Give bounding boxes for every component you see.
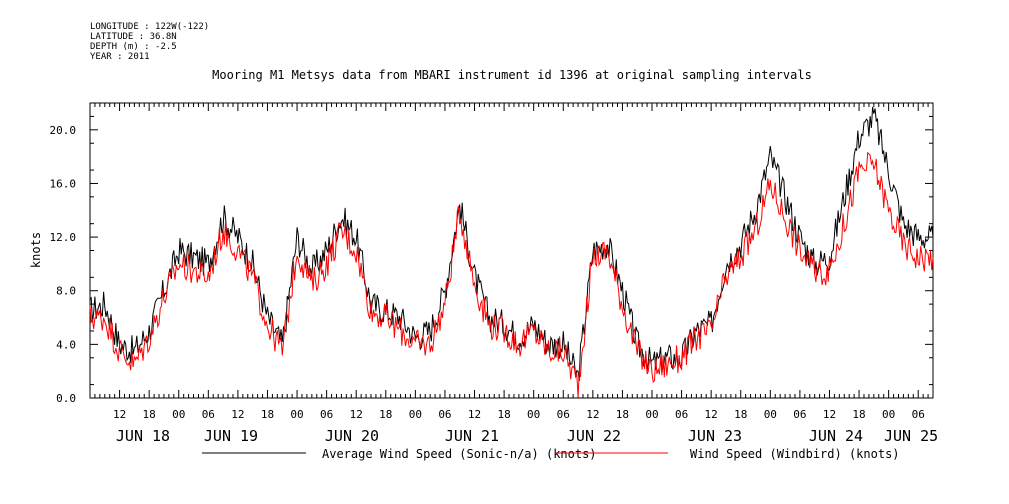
x-tick-label: 12 [231, 408, 244, 421]
x-day-label: JUN 23 [688, 427, 742, 445]
x-tick-label: 00 [645, 408, 658, 421]
x-day-label: JUN 19 [204, 427, 258, 445]
chart-title: Mooring M1 Metsys data from MBARI instru… [212, 68, 812, 82]
x-day-label: JUN 24 [809, 427, 863, 445]
meta-latitude: LATITUDE : 36.8N [90, 32, 177, 42]
meta-depth: DEPTH (m) : -2.5 [90, 42, 177, 52]
x-tick-label: 18 [616, 408, 629, 421]
y-tick-label: 16.0 [50, 177, 77, 190]
y-tick-label: 0.0 [56, 392, 76, 405]
x-tick-label: 18 [261, 408, 274, 421]
x-axis: 12 18 00 06 12 18 00 06 12 18 00 06 12 18 00 06 12 18 00 06… [89, 103, 938, 445]
legend: Average Wind Speed (Sonic-n/a) (knots) W… [202, 447, 900, 461]
y-tick-label: 4.0 [56, 338, 76, 351]
y-tick-label: 12.0 [50, 231, 77, 244]
y-tick-label: 20.0 [50, 124, 77, 137]
series-line-windbird [89, 151, 934, 398]
x-tick-label: 06 [793, 408, 806, 421]
x-tick-label: 18 [143, 408, 156, 421]
x-tick-label: 00 [527, 408, 540, 421]
x-tick-label: 12 [823, 408, 836, 421]
x-tick-label: 06 [320, 408, 333, 421]
x-day-label: JUN 25 [884, 427, 938, 445]
x-tick-label: 06 [912, 408, 925, 421]
x-tick-label: 06 [675, 408, 688, 421]
x-day-label: JUN 21 [445, 427, 499, 445]
x-tick-label: 06 [557, 408, 570, 421]
x-tick-label: 00 [290, 408, 303, 421]
x-tick-label: 12 [586, 408, 599, 421]
x-tick-label: 18 [497, 408, 510, 421]
y-tick-label: 8.0 [56, 285, 76, 298]
x-tick-label: 12 [113, 408, 126, 421]
x-tick-label: 06 [202, 408, 215, 421]
x-tick-label: 00 [172, 408, 185, 421]
meta-year: YEAR : 2011 [90, 52, 150, 62]
x-tick-label: 00 [764, 408, 777, 421]
x-day-label: JUN 18 [116, 427, 170, 445]
x-tick-label: 18 [379, 408, 392, 421]
legend-label-sonic: Average Wind Speed (Sonic-n/a) (knots) [322, 447, 597, 461]
x-day-label: JUN 20 [325, 427, 379, 445]
x-tick-label: 06 [438, 408, 451, 421]
x-tick-label: 00 [882, 408, 895, 421]
x-tick-label: 12 [468, 408, 481, 421]
y-axis-label: knots [29, 232, 43, 268]
x-day-label: JUN 22 [567, 427, 621, 445]
x-tick-label: 18 [734, 408, 747, 421]
series-line-sonic [89, 106, 934, 382]
x-tick-label: 12 [705, 408, 718, 421]
x-tick-label: 18 [852, 408, 865, 421]
x-tick-label: 00 [409, 408, 422, 421]
y-axis: 0.0 4.0 8.0 12.0 16.0 20.0 [50, 115, 933, 405]
series-group [89, 106, 934, 398]
legend-label-windbird: Wind Speed (Windbird) (knots) [690, 447, 900, 461]
meta-longitude: LONGITUDE : 122W(-122) [90, 22, 209, 32]
x-tick-label: 12 [350, 408, 363, 421]
